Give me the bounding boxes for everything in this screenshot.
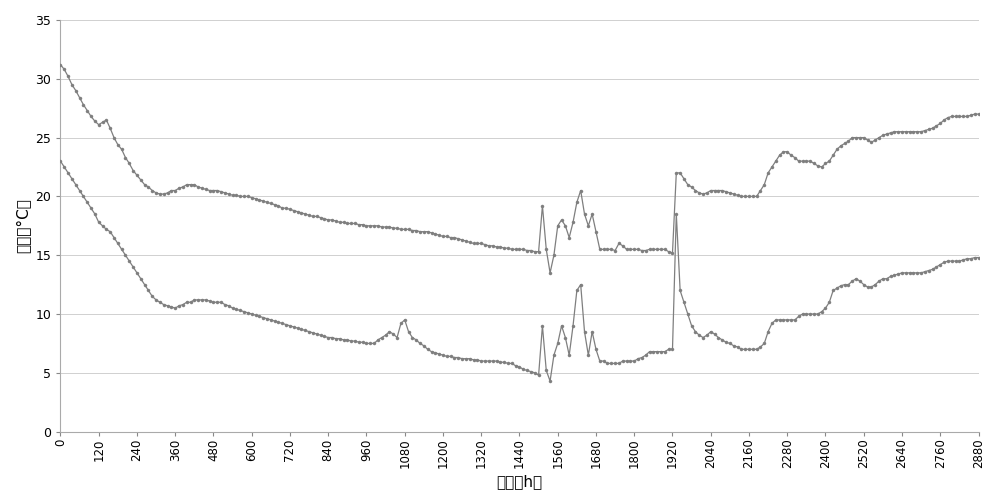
Y-axis label: 温度（°C）: 温度（°C） bbox=[15, 199, 30, 253]
X-axis label: 时间（h）: 时间（h） bbox=[496, 474, 543, 489]
